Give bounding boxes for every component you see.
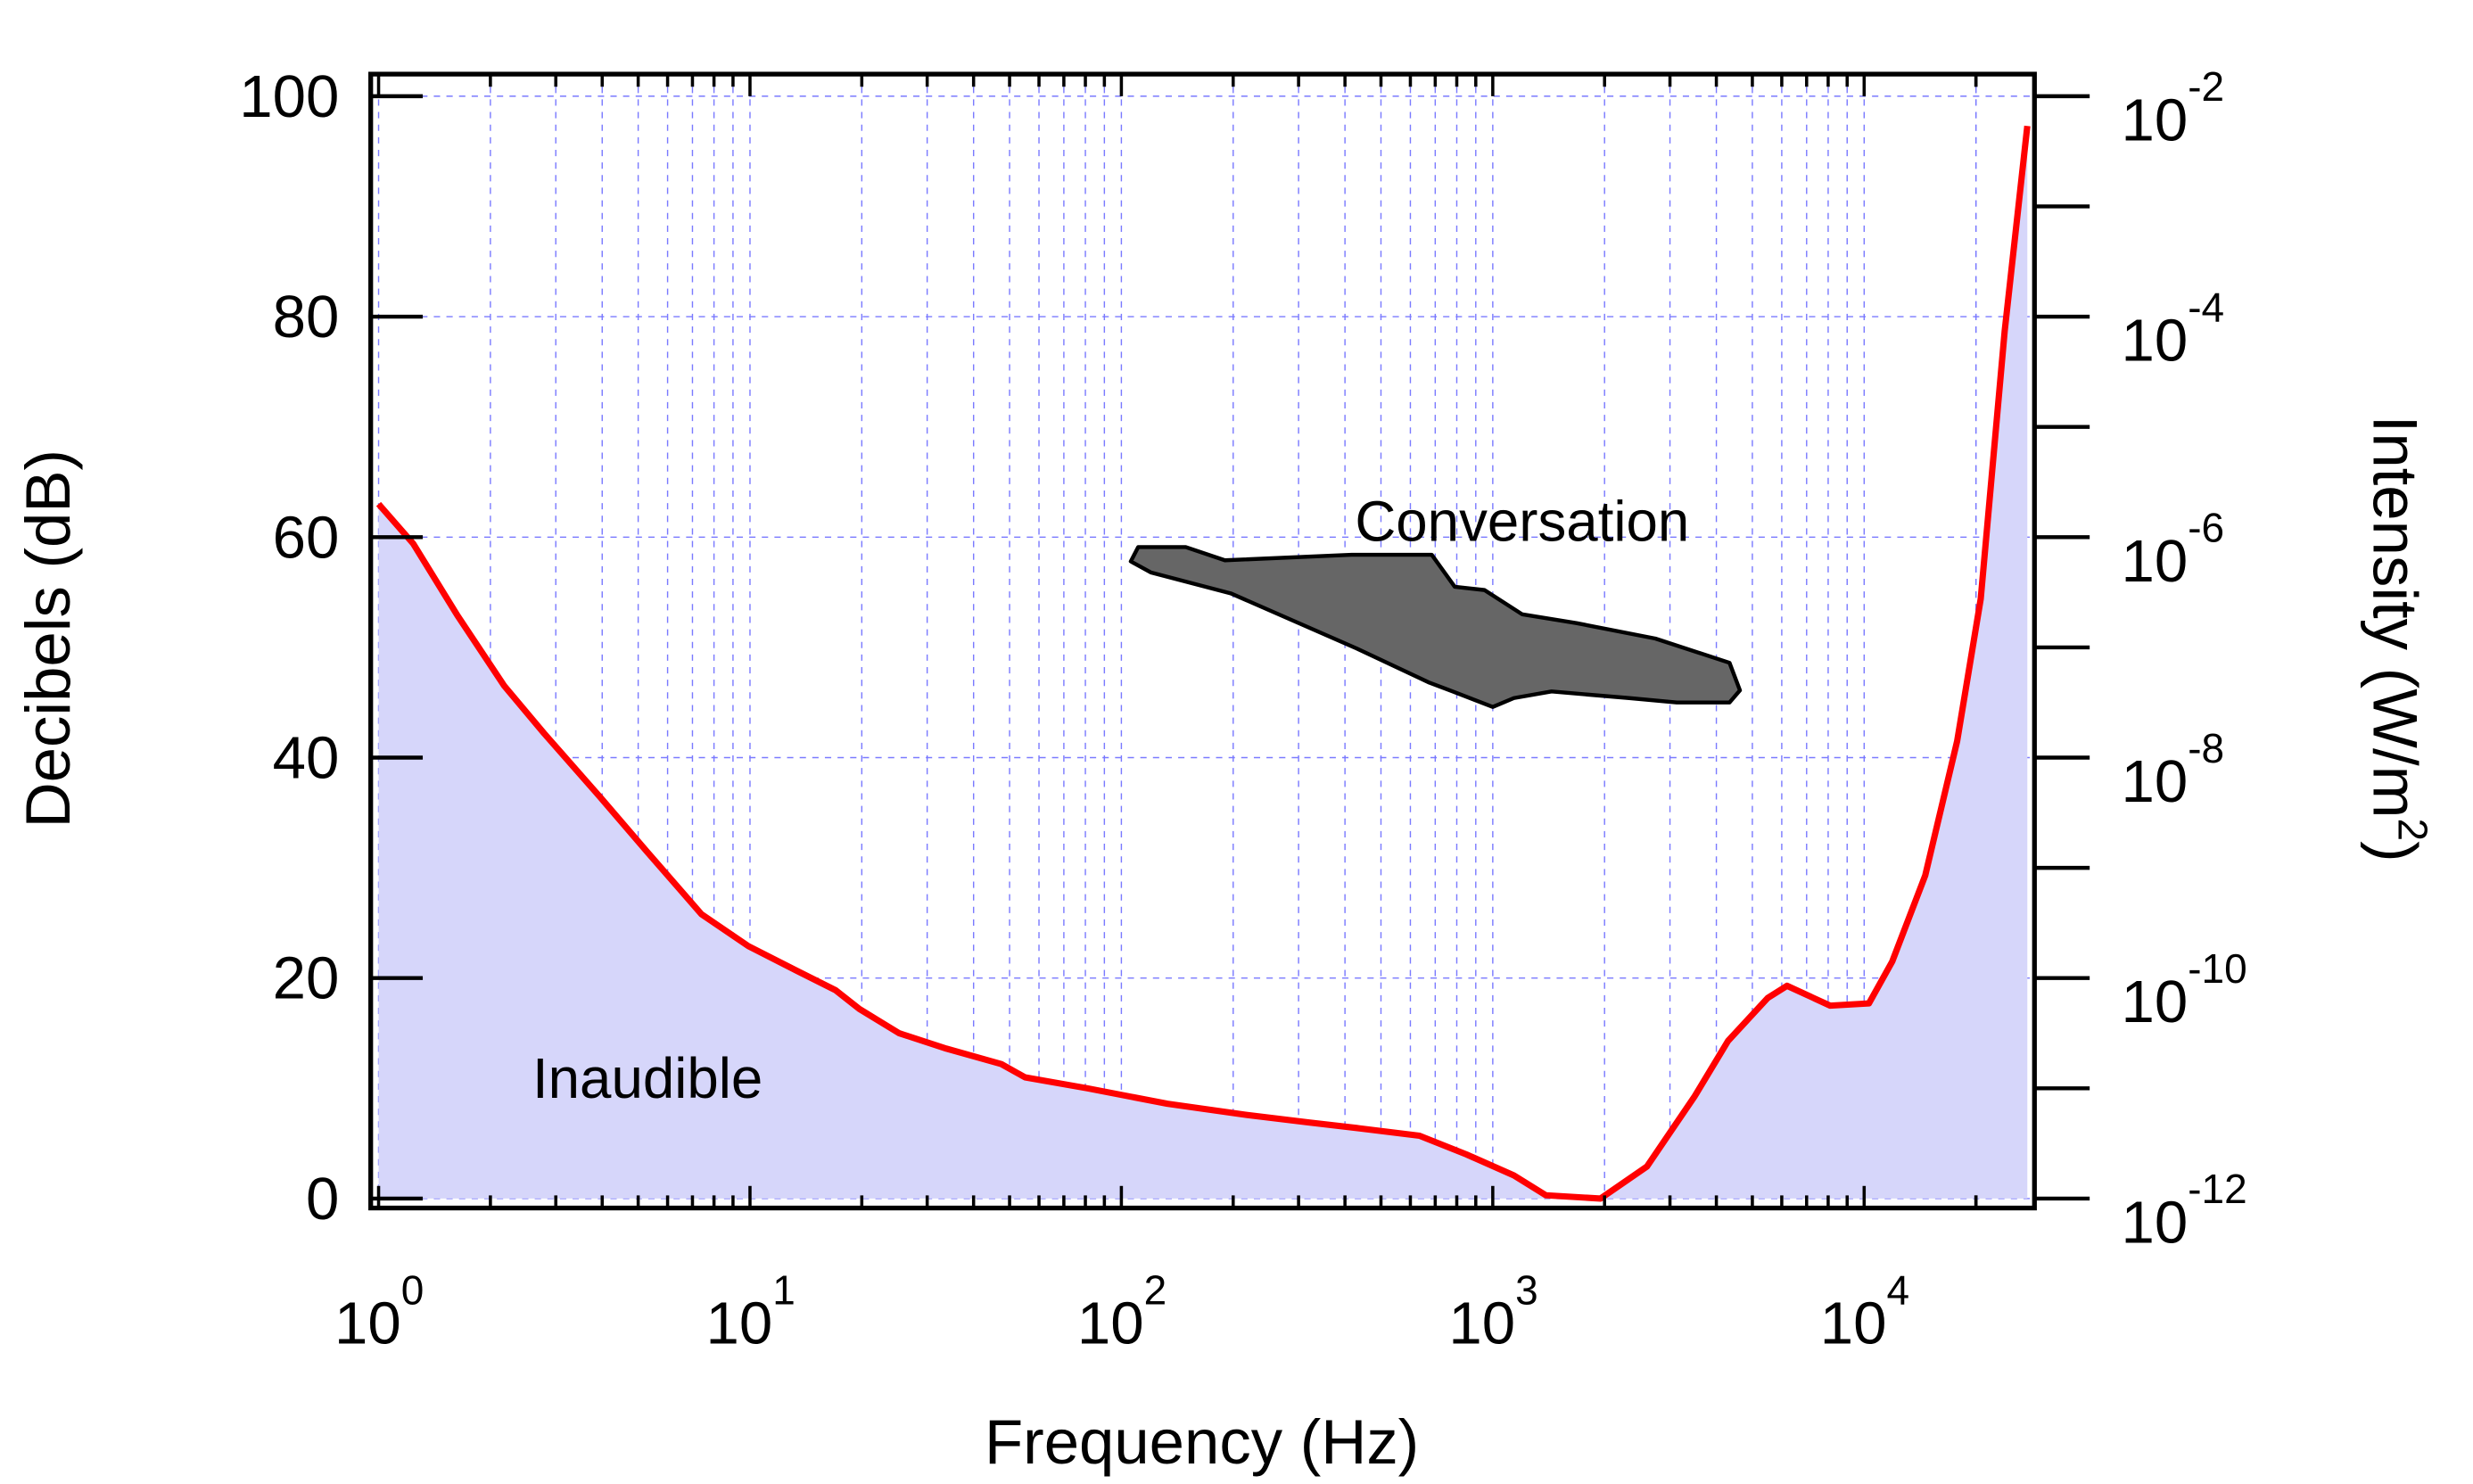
annotation-inaudible: Inaudible [532, 1047, 763, 1110]
y-tick-label: 100 [239, 63, 339, 130]
x-tick-label: 103 [1448, 1266, 1537, 1356]
y-axis-label: Decibels (dB) [12, 449, 83, 828]
annotation-conversation: Conversation [1355, 491, 1689, 554]
y-tick-label: 40 [273, 724, 340, 791]
y-tick-label: 60 [273, 504, 340, 571]
x-tick-label: 101 [705, 1266, 795, 1356]
marks [375, 125, 2031, 1202]
y-right-tick-label: 10-8 [2122, 725, 2225, 815]
x-axis-label: Frequency (Hz) [985, 1406, 1419, 1477]
x-tick-label: 102 [1077, 1266, 1166, 1356]
y-tick-label: 0 [306, 1166, 339, 1233]
y-right-tick-label: 10-10 [2122, 945, 2247, 1035]
plot-frame [368, 71, 2037, 1211]
conversation-region [1128, 545, 1743, 709]
y-tick-label: 20 [273, 945, 340, 1012]
y-right-tick-label: 10-6 [2122, 505, 2225, 595]
threshold-curve [375, 125, 2031, 1202]
x-tick-label: 100 [334, 1266, 424, 1356]
fills [378, 126, 2028, 1199]
inaudible-area [378, 126, 2028, 1199]
y-right-tick-label: 10-12 [2122, 1166, 2247, 1256]
y-right-tick-label: 10-4 [2122, 284, 2225, 374]
y-right-axis-label: Intensity (W/m2) [2360, 416, 2436, 862]
y-right-tick-label: 10-2 [2122, 63, 2225, 153]
x-tick-label: 104 [1820, 1266, 1909, 1356]
y-tick-label: 80 [273, 284, 340, 350]
axes: 0 20 40 60 80 100 10-12 10-10 10-8 10-6 10-4 10-2 10… [239, 63, 2247, 1357]
